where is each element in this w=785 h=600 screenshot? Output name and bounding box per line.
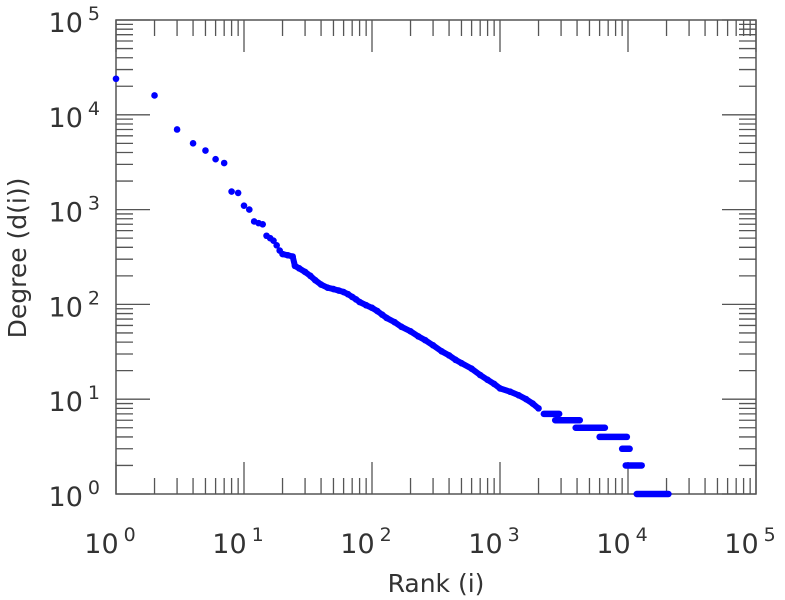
y-tick-label: 10 1 xyxy=(49,382,100,418)
data-point xyxy=(438,348,445,355)
data-point xyxy=(324,284,331,292)
data-point xyxy=(228,188,235,195)
data-point xyxy=(398,323,405,331)
data-point xyxy=(289,253,296,260)
data-point xyxy=(421,336,429,344)
data-point xyxy=(415,333,422,340)
data-point xyxy=(458,359,465,367)
data-point xyxy=(506,388,514,395)
data-point xyxy=(245,206,253,213)
tick-exponent: 5 xyxy=(88,3,100,25)
data-point xyxy=(240,202,248,209)
data-point xyxy=(307,272,314,280)
x-tick-label: 10 1 xyxy=(212,524,263,560)
data-point xyxy=(368,304,376,312)
data-point xyxy=(259,220,267,228)
y-tick-label: 10 0 xyxy=(49,477,100,513)
y-tick-label: 10 5 xyxy=(49,3,100,39)
y-axis-title: Degree (d(i)) xyxy=(3,178,32,339)
data-point xyxy=(311,276,319,284)
data-point xyxy=(212,155,219,163)
data-point xyxy=(295,265,303,272)
x-tick-label: 10 3 xyxy=(468,524,519,560)
data-point xyxy=(373,307,381,315)
tick-base: 10 xyxy=(49,198,83,229)
data-point xyxy=(383,314,390,322)
data-point xyxy=(496,385,504,392)
data-point xyxy=(234,189,242,197)
data-point xyxy=(452,356,459,364)
tick-base: 10 xyxy=(49,103,83,134)
data-point xyxy=(330,285,337,293)
data-point xyxy=(484,376,491,384)
data-point xyxy=(356,298,363,306)
x-axis-title: Rank (i) xyxy=(388,569,485,598)
tick-exponent: 4 xyxy=(636,524,648,546)
x-tick-label: 10 4 xyxy=(596,524,647,560)
data-point xyxy=(202,147,209,154)
axis-ticks xyxy=(115,19,757,495)
data-point xyxy=(529,400,536,407)
data-point xyxy=(151,92,158,99)
tick-base: 10 xyxy=(49,8,83,39)
data-point xyxy=(189,140,197,147)
tick-base: 10 xyxy=(340,529,374,560)
tick-exponent: 2 xyxy=(380,524,392,546)
tick-base: 10 xyxy=(596,529,630,560)
x-tick-label: 10 0 xyxy=(84,524,135,560)
data-point xyxy=(468,365,475,372)
tick-exponent: 3 xyxy=(88,193,100,215)
x-tick-labels: 10 0 10 1 10 2 10 3 10 4 10 5 xyxy=(84,524,775,560)
tick-base: 10 xyxy=(49,292,83,323)
y-tick-label: 10 4 xyxy=(49,98,100,134)
data-point xyxy=(220,159,228,167)
data-point xyxy=(301,268,309,276)
data-point xyxy=(522,395,530,403)
plot-frame xyxy=(115,19,757,495)
y-tick-label: 10 2 xyxy=(49,287,100,323)
data-point xyxy=(535,405,542,412)
data-point xyxy=(279,250,286,258)
tick-exponent: 2 xyxy=(88,287,100,309)
data-point xyxy=(429,342,437,349)
tick-exponent: 1 xyxy=(252,524,264,546)
tick-base: 10 xyxy=(724,529,758,560)
tick-base: 10 xyxy=(212,529,246,560)
x-tick-label: 10 5 xyxy=(724,524,775,560)
tick-base: 10 xyxy=(468,529,502,560)
tick-exponent: 1 xyxy=(88,382,100,404)
data-point xyxy=(445,352,453,359)
data-point xyxy=(490,380,498,388)
tick-base: 10 xyxy=(49,482,83,513)
data-point xyxy=(476,371,484,379)
tick-base: 10 xyxy=(84,529,118,560)
data-point xyxy=(407,328,414,335)
data-point xyxy=(270,237,277,244)
data-point xyxy=(317,281,325,288)
data-point xyxy=(173,126,181,133)
data-point xyxy=(273,242,280,249)
data-point xyxy=(112,75,120,83)
tick-base: 10 xyxy=(49,387,83,418)
data-point xyxy=(391,318,398,326)
tick-exponent: 3 xyxy=(508,524,520,546)
data-marks xyxy=(112,75,672,498)
x-tick-label: 10 2 xyxy=(340,524,391,560)
tick-exponent: 4 xyxy=(88,98,100,120)
y-tick-label: 10 3 xyxy=(49,193,100,229)
tick-exponent: 0 xyxy=(88,477,100,499)
data-point xyxy=(362,301,370,309)
tick-exponent: 5 xyxy=(764,524,776,546)
data-point xyxy=(515,391,523,399)
tick-exponent: 0 xyxy=(124,524,136,546)
